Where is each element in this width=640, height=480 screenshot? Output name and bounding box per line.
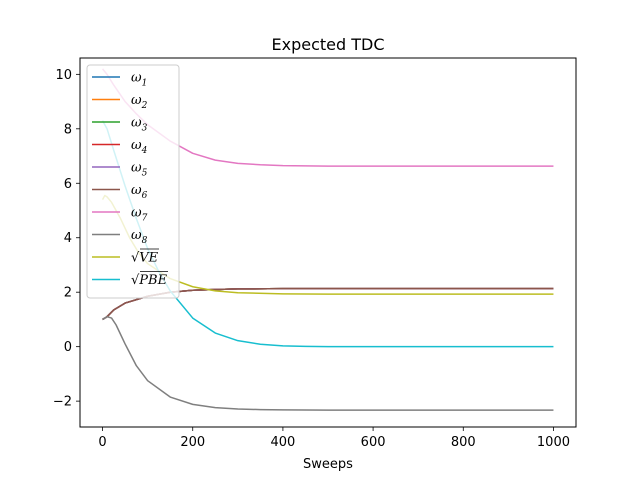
x-tick-label: 0 <box>98 435 106 450</box>
y-axis: −2 0 2 4 6 8 10 <box>53 68 80 410</box>
y-tick-label: 2 <box>64 286 72 301</box>
legend-label-8: ω8 <box>131 228 148 246</box>
chart-title: Expected TDC <box>272 35 385 54</box>
legend-label-3: ω3 <box>131 116 148 134</box>
series-line-6 <box>102 287 554 321</box>
x-axis-label: Sweeps <box>303 457 353 472</box>
y-tick-label: 8 <box>64 122 72 137</box>
y-tick-label: 0 <box>64 340 72 355</box>
plot-frame <box>79 57 577 428</box>
x-axis: 0 200 400 600 800 1000 <box>98 427 570 450</box>
x-tick-label: 600 <box>361 435 386 450</box>
y-tick-label: 10 <box>55 68 72 83</box>
legend-label-5: ω5 <box>131 161 148 179</box>
legend-label-2: ω2 <box>131 93 148 111</box>
legend-box <box>86 64 180 299</box>
legend-label-9: √VE <box>131 251 159 266</box>
legend: ω1 ω2 ω3 ω4 ω5 ω6 ω7 ω8 √VE √PBE <box>86 64 180 299</box>
y-tick-label: 4 <box>64 231 72 246</box>
legend-label-10: √PBE <box>131 273 168 288</box>
x-tick-label: 200 <box>180 435 205 450</box>
series-line-8 <box>102 315 554 411</box>
legend-label-6: ω6 <box>131 183 148 201</box>
legend-label-7: ω7 <box>131 206 148 224</box>
legend-label-1: ω1 <box>131 71 147 89</box>
x-tick-label: 1000 <box>537 435 570 450</box>
legend-label-4: ω4 <box>131 138 148 156</box>
y-tick-label: 6 <box>64 177 72 192</box>
x-tick-label: 400 <box>270 435 295 450</box>
x-tick-label: 800 <box>451 435 476 450</box>
y-tick-label: −2 <box>53 395 72 410</box>
